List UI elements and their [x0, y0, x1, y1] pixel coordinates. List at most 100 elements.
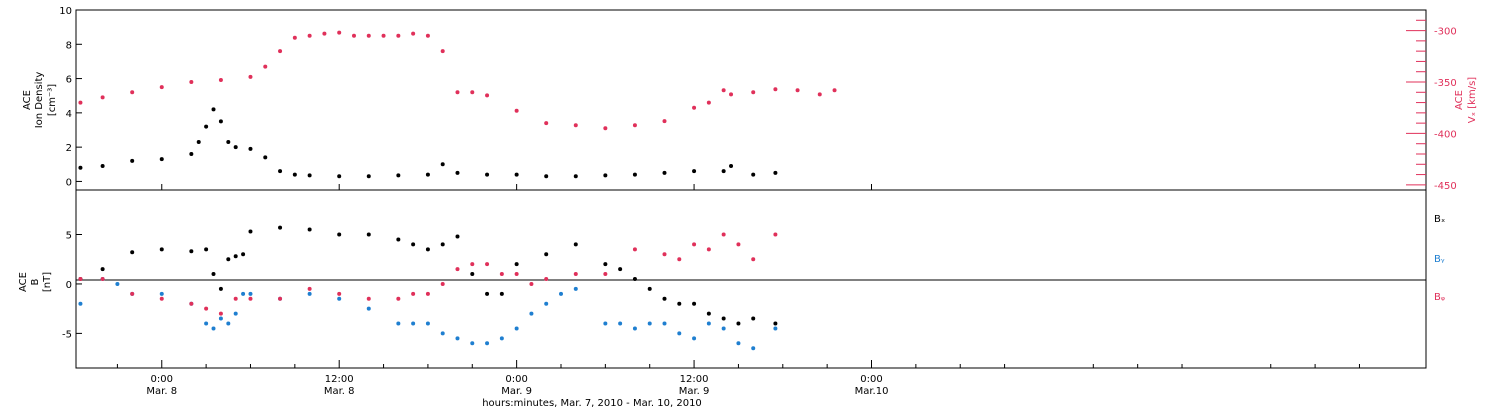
data-point	[425, 247, 430, 252]
data-point	[440, 281, 445, 286]
data-point	[729, 164, 734, 168]
data-point	[425, 33, 430, 38]
data-point	[204, 124, 209, 129]
data-point	[677, 257, 682, 262]
data-point	[263, 155, 268, 160]
y-tick-label: -5	[62, 329, 72, 340]
data-point	[729, 92, 734, 97]
data-point	[544, 252, 549, 257]
data-point	[307, 286, 312, 291]
right-y-tick-label: -300	[1434, 27, 1457, 38]
y-tick-label: 10	[59, 6, 72, 17]
data-point	[544, 277, 549, 281]
data-point	[677, 301, 682, 306]
data-point	[603, 321, 608, 326]
top-ylabel-line1: ACE	[22, 90, 33, 110]
x-tick-time: 0:00	[860, 374, 882, 385]
data-point	[706, 100, 711, 105]
data-point	[396, 296, 401, 301]
data-point	[366, 232, 371, 237]
data-point	[211, 107, 216, 112]
data-point	[351, 33, 356, 38]
data-point	[773, 232, 778, 237]
data-point	[425, 321, 430, 326]
data-point	[396, 321, 401, 326]
data-point	[337, 296, 342, 301]
data-point	[499, 272, 504, 277]
data-point	[307, 227, 312, 232]
data-point	[189, 301, 194, 306]
data-point	[751, 257, 756, 262]
data-point	[130, 250, 135, 255]
data-point	[278, 225, 283, 230]
data-point	[130, 158, 135, 163]
data-point	[662, 170, 667, 175]
data-point	[662, 296, 667, 301]
data-point	[470, 262, 475, 267]
data-point	[721, 88, 726, 93]
data-point	[773, 326, 778, 331]
legend-bx: Bₓ	[1434, 214, 1445, 225]
data-point	[307, 173, 312, 178]
data-point	[440, 49, 445, 54]
x-tick-time: 12:00	[680, 374, 709, 385]
data-point	[78, 301, 83, 306]
data-point	[677, 331, 682, 336]
y-tick-label: 8	[66, 40, 72, 51]
data-point	[189, 80, 194, 84]
data-point	[159, 291, 164, 296]
data-point	[603, 126, 608, 131]
x-tick-date: Mar. 9	[501, 386, 532, 397]
data-point	[499, 336, 504, 341]
data-point	[218, 77, 223, 82]
data-point	[692, 169, 697, 174]
data-point	[366, 33, 371, 38]
data-point	[218, 316, 223, 321]
data-point	[662, 321, 667, 326]
data-point	[100, 164, 105, 168]
data-point	[159, 85, 164, 90]
data-point	[130, 90, 135, 95]
legend-bz: Bᵩ	[1434, 292, 1445, 303]
data-point	[751, 346, 756, 351]
data-point	[189, 152, 194, 156]
data-point	[366, 296, 371, 301]
data-point	[485, 291, 490, 296]
data-point	[115, 281, 120, 286]
data-point	[233, 254, 238, 259]
data-point	[100, 277, 105, 281]
data-point	[226, 257, 231, 262]
y-tick-label: 2	[66, 143, 72, 154]
bottom-ylabel-line1: ACE	[18, 272, 29, 292]
data-point	[241, 252, 246, 257]
data-point	[751, 172, 756, 177]
right-y-tick-label: -450	[1434, 181, 1457, 192]
data-point	[440, 331, 445, 336]
data-point	[411, 31, 416, 36]
data-point	[248, 146, 253, 151]
x-tick-time: 0:00	[505, 374, 527, 385]
data-point	[692, 336, 697, 341]
data-point	[751, 90, 756, 95]
data-point	[470, 341, 475, 346]
velocity-series	[78, 30, 837, 131]
by-series	[78, 277, 778, 351]
data-point	[544, 301, 549, 306]
data-point	[706, 247, 711, 252]
data-point	[485, 262, 490, 267]
data-point	[736, 341, 741, 346]
data-point	[425, 291, 430, 296]
data-point	[485, 172, 490, 177]
data-point	[189, 249, 194, 254]
x-tick-time: 0:00	[151, 374, 173, 385]
data-point	[455, 267, 460, 272]
bottom-left-axis: -5 0 5	[62, 231, 82, 340]
data-point	[455, 234, 460, 239]
data-point	[159, 296, 164, 301]
data-point	[337, 30, 342, 35]
data-point	[322, 31, 327, 36]
data-point	[337, 174, 342, 179]
data-point	[204, 321, 209, 326]
data-point	[396, 173, 401, 178]
data-point	[440, 162, 445, 167]
